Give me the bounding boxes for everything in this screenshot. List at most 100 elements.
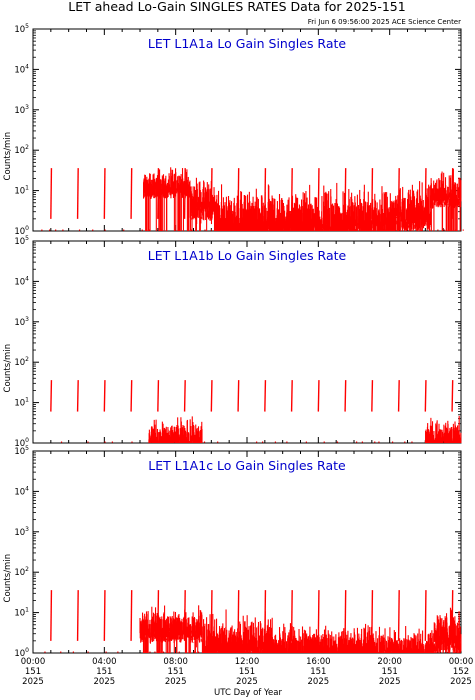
y-tick-base: 10 (14, 227, 25, 237)
data-point (254, 229, 257, 231)
spike (103, 380, 106, 412)
timestamp: Fri Jun 6 09:56:00 2025 ACE Science Cent… (308, 18, 461, 26)
data-region (143, 167, 191, 231)
data-point (259, 229, 262, 231)
x-tick-label: 151 (25, 667, 41, 677)
panel-title: LET L1A1b Lo Gain Singles Rate (148, 248, 347, 263)
data-point (286, 441, 288, 443)
spike (157, 590, 160, 641)
data-point (312, 229, 314, 231)
y-tick-label: 102 (14, 566, 29, 578)
data-point (55, 229, 57, 231)
panel-title: LET L1A1c Lo Gain Singles Rate (148, 458, 346, 473)
data-point (180, 441, 182, 443)
data-point (428, 651, 430, 653)
y-tick-label: 104 (14, 485, 29, 497)
x-tick-label: 151 (168, 667, 184, 677)
data-point (380, 229, 383, 231)
spike (397, 590, 400, 641)
x-tick-label: 12:00 (235, 657, 260, 667)
data-point (394, 651, 396, 653)
data-point (210, 229, 213, 231)
y-tick-label: 103 (14, 104, 29, 116)
spike (451, 380, 454, 412)
y-tick-label: 100 (14, 225, 29, 237)
y-tick-exponent: 1 (25, 397, 29, 404)
spike (290, 380, 293, 412)
y-tick-exponent: 5 (25, 445, 29, 452)
data-point (266, 651, 269, 653)
spike (290, 168, 293, 219)
data-point (391, 441, 394, 443)
data-point (111, 441, 113, 443)
y-tick-base: 10 (14, 187, 25, 197)
y-tick-label: 101 (14, 397, 29, 409)
y-tick-base: 10 (14, 146, 25, 156)
spike (317, 168, 320, 219)
spike (290, 590, 293, 641)
y-tick-base: 10 (14, 65, 25, 75)
data-point (361, 441, 363, 443)
spike (157, 380, 160, 412)
data-point (286, 229, 288, 231)
data-point (409, 229, 411, 231)
data-point (199, 229, 201, 231)
data-region (189, 177, 218, 231)
spike (371, 168, 374, 219)
data-point (212, 651, 214, 653)
data-point (235, 229, 237, 231)
y-tick-exponent: 5 (25, 23, 29, 30)
x-tick-label: 151 (310, 667, 326, 677)
data-region (139, 605, 203, 653)
data-point (44, 651, 46, 653)
data-point (148, 229, 150, 231)
data-point (190, 229, 193, 231)
data-point (160, 229, 162, 231)
data-point (236, 651, 238, 653)
data-point (104, 229, 106, 231)
x-tick-label: 2025 (165, 677, 187, 687)
y-tick-label: 100 (14, 647, 29, 659)
y-tick-label: 102 (14, 144, 29, 156)
data-point (149, 651, 151, 653)
data-point (374, 229, 376, 231)
y-tick-exponent: 0 (25, 225, 29, 232)
data-point (309, 651, 311, 653)
data-point (87, 651, 89, 653)
panel-title: LET L1A1a Lo Gain Singles Rate (148, 36, 346, 51)
x-tick-label: 2025 (379, 677, 401, 687)
y-tick-base: 10 (14, 277, 25, 287)
y-tick-label: 104 (14, 63, 29, 75)
data-point (193, 651, 195, 653)
data-point (360, 651, 362, 653)
data-point (62, 229, 64, 231)
spike (451, 168, 454, 219)
y-tick-base: 10 (14, 399, 25, 409)
x-tick-label: 2025 (308, 677, 330, 687)
data-point (455, 229, 457, 231)
data-point (348, 651, 350, 653)
data-point (323, 441, 325, 443)
data-point (300, 651, 302, 653)
data-point (305, 441, 307, 443)
data-point (48, 229, 51, 231)
data-point (375, 651, 377, 653)
spike (50, 380, 53, 412)
spike (210, 590, 213, 641)
y-tick-exponent: 3 (25, 104, 29, 111)
spike (424, 380, 427, 412)
spike (103, 590, 106, 641)
data-point (72, 651, 74, 653)
data-point (446, 651, 449, 653)
spike (130, 380, 133, 412)
spike (344, 380, 347, 412)
y-axis-label: Counts/min (3, 554, 13, 603)
figure-title: LET ahead Lo-Gain SINGLES RATES Data for… (68, 0, 405, 14)
spike (397, 380, 400, 412)
data-point (162, 651, 165, 653)
spike (50, 590, 53, 641)
spike (371, 380, 374, 412)
